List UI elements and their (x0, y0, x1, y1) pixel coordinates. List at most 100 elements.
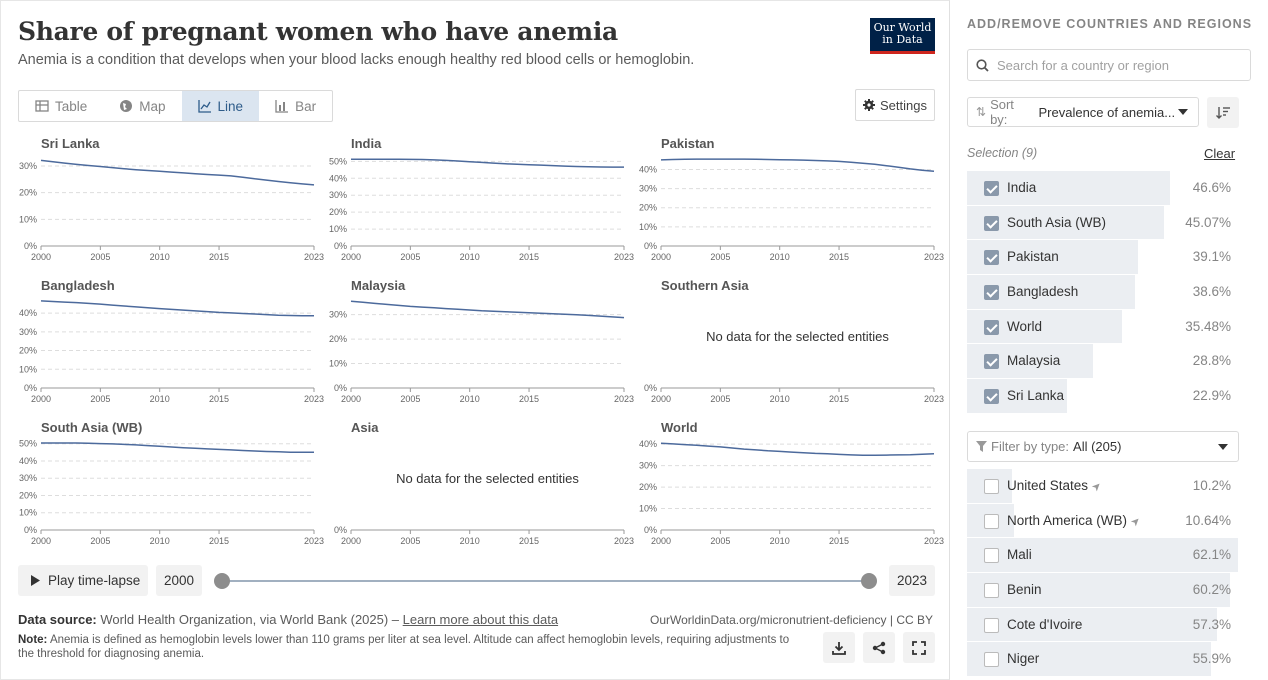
owid-logo[interactable]: Our World in Data (870, 18, 935, 54)
entity-row[interactable]: Mali 62.1% (967, 538, 1239, 574)
series-line-world (660, 442, 935, 457)
settings-button[interactable]: Settings (855, 89, 935, 121)
x-tick-label: 2023 (924, 536, 944, 546)
entity-checkbox[interactable] (984, 479, 999, 494)
x-tick-label: 2015 (829, 252, 849, 262)
y-tick-label: 30% (329, 190, 347, 200)
sort-descending-icon (1215, 107, 1230, 119)
y-tick-label: 10% (19, 508, 37, 518)
timeline-end-handle[interactable] (861, 573, 877, 589)
y-tick-label: 30% (329, 310, 347, 320)
tab-table-label: Table (55, 98, 88, 114)
entity-checkbox[interactable] (984, 181, 999, 196)
entity-row[interactable]: South Asia (WB) 45.07% (967, 205, 1239, 241)
y-tick-label: 10% (19, 364, 37, 374)
value-bar (967, 573, 1230, 607)
small-multiples-chart: Sri Lanka 0% 10% 20% 30% 2000 2005 2010 2015 2023… (19, 136, 944, 546)
y-tick-label: 20% (639, 482, 657, 492)
bar-chart-icon (275, 100, 289, 113)
entity-row[interactable]: Sri Lanka 22.9% (967, 379, 1239, 414)
play-label: Play time-lapse (48, 573, 141, 588)
series-line-sri-lanka (40, 159, 315, 186)
selection-count: Selection (9) (967, 146, 1038, 160)
selector-heading: ADD/REMOVE COUNTRIES AND REGIONS (967, 17, 1253, 31)
entity-value: 10.2% (1192, 478, 1231, 493)
x-tick-label: 2005 (710, 536, 730, 546)
tab-bar-label: Bar (295, 98, 317, 114)
entity-row[interactable]: Pakistan 39.1% (967, 240, 1239, 276)
entity-selector: ADD/REMOVE COUNTRIES AND REGIONS Search … (951, 0, 1268, 680)
entity-row[interactable]: United States➤ 10.2% (967, 469, 1239, 504)
entity-checkbox[interactable] (984, 250, 999, 266)
tab-table[interactable]: Table (19, 91, 103, 121)
entity-value: 46.6% (1192, 180, 1231, 195)
entity-row[interactable]: India 46.6% (967, 171, 1239, 206)
x-tick-label: 2015 (829, 394, 849, 404)
x-tick-label: 2010 (460, 394, 480, 404)
entity-row[interactable]: Malaysia 28.8% (967, 344, 1239, 380)
series-line-south-asia-wb- (41, 442, 314, 453)
learn-more-link[interactable]: Learn more about this data (402, 612, 559, 627)
series-line-india (351, 158, 624, 168)
entity-row[interactable]: World 35.48% (967, 309, 1239, 345)
entity-row[interactable]: Niger 55.9% (967, 642, 1239, 678)
entity-name: World (1007, 318, 1043, 334)
chevron-down-icon (1178, 109, 1188, 115)
x-tick-label: 2005 (710, 394, 730, 404)
tab-line[interactable]: Line (181, 91, 260, 121)
entity-name: Malaysia (1007, 353, 1061, 369)
entity-checkbox[interactable] (984, 513, 999, 529)
entity-checkbox[interactable] (984, 285, 999, 301)
entity-value: 60.2% (1192, 582, 1231, 598)
entity-checkbox[interactable] (984, 548, 999, 564)
entity-checkbox[interactable] (984, 652, 999, 668)
entity-checkbox[interactable] (984, 583, 999, 599)
tab-map[interactable]: Map (103, 91, 181, 121)
x-tick-label: 2005 (400, 536, 420, 546)
x-tick-label: 2015 (829, 536, 849, 546)
country-search-input[interactable]: Search for a country or region (967, 49, 1251, 81)
entity-checkbox[interactable] (984, 617, 999, 633)
source-url[interactable]: OurWorldinData.org/micronutrient-deficie… (650, 613, 933, 627)
no-data-message: No data for the selected entities (396, 471, 579, 486)
share-button[interactable] (863, 632, 895, 663)
play-timelapse-button[interactable]: Play time-lapse (18, 565, 148, 596)
entity-checkbox[interactable] (984, 215, 999, 231)
fullscreen-button[interactable] (903, 632, 935, 663)
entity-row[interactable]: North America (WB)➤ 10.64% (967, 503, 1239, 539)
x-tick-label: 2000 (341, 252, 361, 262)
sort-arrows-icon: ⇅ (976, 105, 987, 119)
clear-selection-button[interactable]: Clear (1204, 146, 1236, 161)
chart-subtitle: Anemia is a condition that develops when… (18, 52, 695, 68)
y-tick-label: 0% (644, 241, 657, 251)
entity-checkbox[interactable] (984, 319, 999, 335)
y-tick-label: 10% (639, 504, 657, 514)
filter-type-dropdown[interactable]: Filter by type: All (205) (967, 431, 1239, 462)
y-tick-label: 40% (639, 164, 657, 174)
download-button[interactable] (823, 632, 855, 663)
no-data-message: No data for the selected entities (706, 329, 889, 344)
entity-row[interactable]: Cote d'Ivoire 57.3% (967, 607, 1239, 643)
entity-checkbox[interactable] (984, 354, 999, 370)
entity-value: 35.48% (1185, 318, 1231, 334)
entity-row[interactable]: Benin 60.2% (967, 573, 1239, 608)
timeline-track[interactable] (222, 580, 869, 582)
timeline-start-handle[interactable] (214, 573, 230, 589)
end-year[interactable]: 2023 (889, 565, 936, 596)
tab-bar[interactable]: Bar (259, 91, 332, 121)
other-entities-list: United States➤ 10.2% North America (WB)➤ 10… (967, 469, 1239, 678)
entity-name: Mali (1007, 547, 1032, 563)
sort-dropdown[interactable]: ⇅ Sort by: Prevalence of anemia... (967, 97, 1199, 127)
entity-checkbox[interactable] (984, 389, 999, 405)
search-icon (976, 58, 989, 72)
entity-value: 55.9% (1192, 651, 1231, 667)
filter-label: Filter by type: (991, 439, 1070, 454)
table-icon (35, 100, 49, 112)
entity-row[interactable]: Bangladesh 38.6% (967, 275, 1239, 310)
x-tick-label: 2000 (341, 536, 361, 546)
start-year[interactable]: 2000 (156, 565, 203, 596)
sort-order-button[interactable] (1207, 97, 1239, 128)
note-text: Anemia is defined as hemoglobin levels l… (18, 634, 790, 660)
fullscreen-icon (912, 640, 926, 655)
y-tick-label: 0% (24, 525, 37, 535)
